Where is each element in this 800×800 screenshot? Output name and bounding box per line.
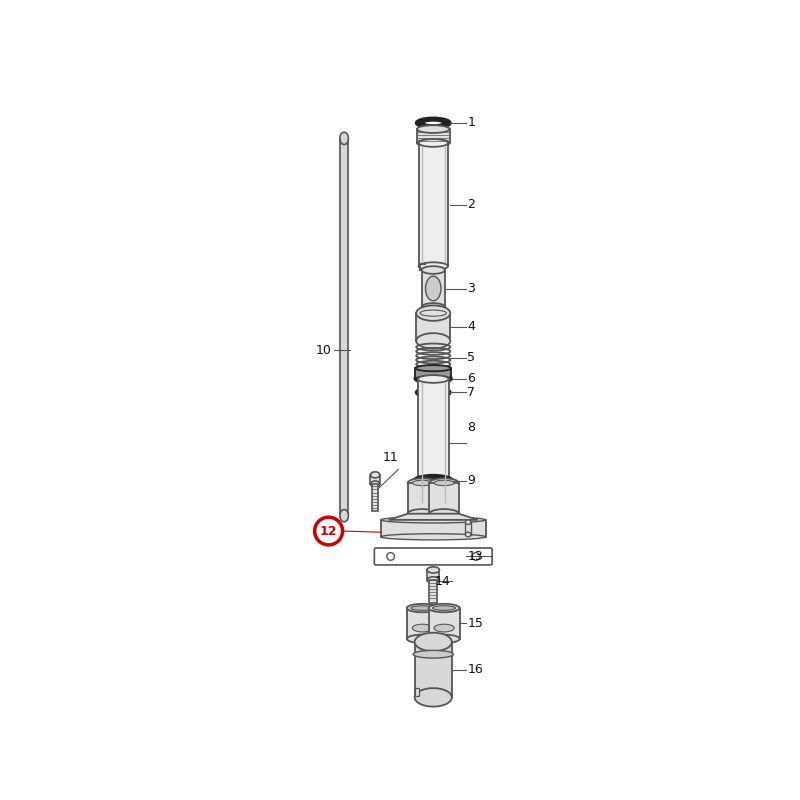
Text: 15: 15	[467, 617, 483, 630]
Bar	[407, 608, 438, 639]
Bar	[408, 483, 437, 514]
Text: 5: 5	[467, 351, 475, 364]
Text: 9: 9	[467, 474, 475, 487]
Bar	[418, 379, 449, 506]
Bar	[414, 642, 452, 698]
Bar	[427, 570, 439, 580]
Bar	[466, 522, 471, 534]
Ellipse shape	[416, 306, 450, 321]
Text: 1: 1	[467, 117, 475, 130]
Ellipse shape	[413, 650, 454, 658]
Ellipse shape	[340, 132, 348, 145]
Text: 4: 4	[467, 321, 475, 334]
Ellipse shape	[408, 509, 437, 518]
Ellipse shape	[426, 276, 441, 301]
Text: 10: 10	[316, 344, 332, 357]
Text: 12: 12	[320, 525, 338, 538]
Ellipse shape	[415, 365, 451, 371]
Polygon shape	[389, 514, 478, 520]
Ellipse shape	[412, 480, 433, 486]
Ellipse shape	[418, 502, 449, 510]
Bar	[340, 138, 348, 516]
Ellipse shape	[427, 567, 439, 573]
Ellipse shape	[421, 375, 446, 382]
Ellipse shape	[415, 376, 451, 382]
Ellipse shape	[408, 478, 437, 487]
Ellipse shape	[434, 480, 454, 486]
Text: 16: 16	[467, 663, 483, 676]
Ellipse shape	[370, 472, 380, 478]
Ellipse shape	[434, 624, 454, 632]
Ellipse shape	[407, 604, 438, 612]
Ellipse shape	[430, 478, 459, 487]
Text: 13: 13	[467, 550, 483, 563]
Ellipse shape	[429, 604, 459, 612]
Ellipse shape	[422, 303, 445, 311]
Bar	[418, 143, 448, 266]
Ellipse shape	[466, 532, 471, 537]
Circle shape	[314, 517, 342, 545]
Ellipse shape	[381, 534, 486, 540]
Ellipse shape	[412, 624, 433, 632]
Ellipse shape	[417, 139, 450, 147]
Ellipse shape	[430, 509, 459, 518]
Ellipse shape	[407, 634, 438, 643]
Ellipse shape	[421, 478, 446, 483]
Ellipse shape	[423, 121, 443, 126]
Bar	[429, 608, 459, 639]
Ellipse shape	[427, 577, 439, 583]
Ellipse shape	[416, 510, 450, 515]
Ellipse shape	[418, 139, 448, 147]
Ellipse shape	[466, 520, 471, 525]
Ellipse shape	[414, 476, 453, 486]
Ellipse shape	[416, 333, 450, 349]
Ellipse shape	[410, 606, 434, 610]
Ellipse shape	[418, 375, 449, 383]
Ellipse shape	[416, 118, 450, 128]
Text: 7: 7	[467, 386, 475, 399]
Bar	[415, 368, 451, 379]
Ellipse shape	[340, 510, 348, 522]
Bar	[430, 579, 437, 602]
Ellipse shape	[422, 266, 445, 274]
Text: 14: 14	[434, 574, 450, 587]
Ellipse shape	[381, 517, 486, 523]
Bar	[381, 520, 486, 537]
Bar	[372, 484, 378, 511]
Bar	[370, 475, 380, 484]
Ellipse shape	[433, 606, 456, 610]
Ellipse shape	[429, 634, 459, 643]
Ellipse shape	[422, 390, 444, 394]
Circle shape	[386, 553, 394, 560]
Bar	[414, 688, 419, 696]
Ellipse shape	[417, 126, 450, 133]
Bar	[430, 483, 459, 514]
Ellipse shape	[416, 387, 450, 398]
Text: 11: 11	[383, 451, 398, 464]
Text: 6: 6	[467, 372, 475, 385]
Text: 3: 3	[467, 282, 475, 295]
Ellipse shape	[414, 688, 452, 706]
Ellipse shape	[418, 262, 448, 270]
Bar	[417, 129, 450, 143]
Text: 8: 8	[467, 421, 475, 434]
Ellipse shape	[370, 481, 380, 487]
Ellipse shape	[414, 633, 452, 651]
Circle shape	[472, 553, 480, 560]
Bar	[416, 313, 450, 341]
Ellipse shape	[416, 503, 450, 509]
Ellipse shape	[420, 310, 446, 316]
Bar	[422, 270, 445, 307]
Text: 2: 2	[467, 198, 475, 211]
